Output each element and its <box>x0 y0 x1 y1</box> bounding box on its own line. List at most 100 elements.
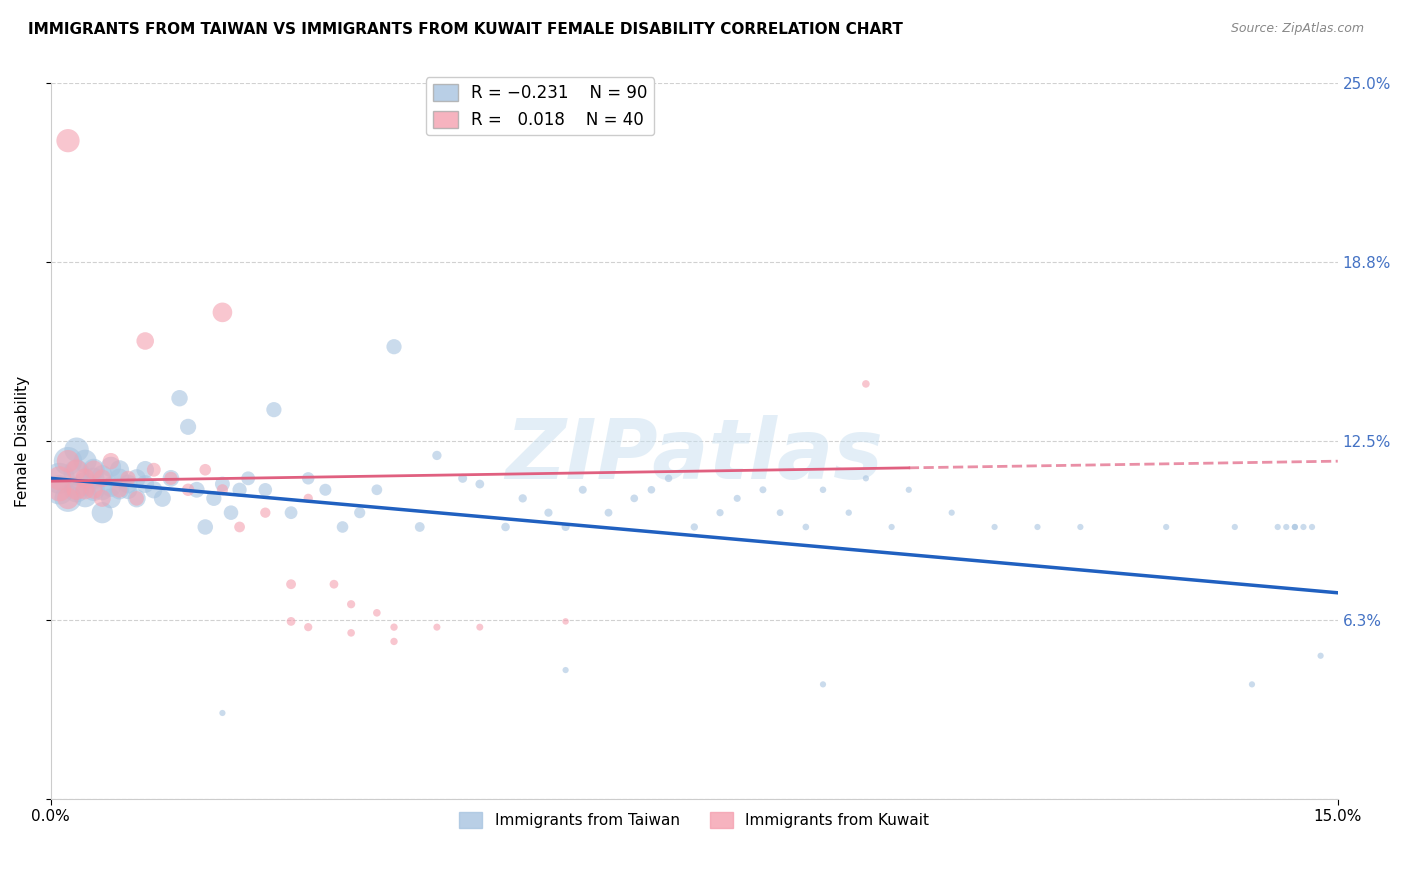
Point <box>100 480 122 494</box>
Point <box>65 483 87 497</box>
Point <box>56 491 79 506</box>
Point <box>150 491 173 506</box>
Point <box>65 442 87 457</box>
Point <box>468 620 491 634</box>
Point <box>382 634 405 648</box>
Point <box>75 454 97 468</box>
Text: Source: ZipAtlas.com: Source: ZipAtlas.com <box>1230 22 1364 36</box>
Point <box>623 491 645 506</box>
Point <box>297 491 319 506</box>
Legend: Immigrants from Taiwan, Immigrants from Kuwait: Immigrants from Taiwan, Immigrants from … <box>453 805 935 834</box>
Point <box>340 625 363 640</box>
Point <box>91 483 114 497</box>
Point <box>382 340 405 354</box>
Point <box>297 620 319 634</box>
Point <box>658 471 681 485</box>
Point <box>134 334 156 348</box>
Point <box>769 506 792 520</box>
Point <box>332 520 354 534</box>
Point <box>91 468 114 483</box>
Point <box>983 520 1005 534</box>
Point <box>537 506 560 520</box>
Point <box>177 420 200 434</box>
Point <box>512 491 534 506</box>
Point <box>228 520 250 534</box>
Point <box>169 391 191 405</box>
Point <box>1309 648 1331 663</box>
Point <box>56 491 79 506</box>
Point <box>83 463 105 477</box>
Point <box>108 483 131 497</box>
Point <box>100 491 122 506</box>
Point <box>142 483 165 497</box>
Point <box>280 615 302 629</box>
Point <box>65 483 87 497</box>
Point <box>48 483 70 497</box>
Point <box>1223 520 1246 534</box>
Point <box>56 454 79 468</box>
Point <box>100 459 122 474</box>
Point <box>83 483 105 497</box>
Point <box>794 520 817 534</box>
Point <box>228 483 250 497</box>
Point <box>382 620 405 634</box>
Point <box>56 134 79 148</box>
Point <box>349 506 371 520</box>
Point <box>468 477 491 491</box>
Point <box>160 471 183 485</box>
Point <box>838 506 860 520</box>
Point <box>640 483 662 497</box>
Point <box>554 615 576 629</box>
Point <box>142 463 165 477</box>
Point <box>117 471 139 485</box>
Point <box>194 520 217 534</box>
Point <box>48 471 70 485</box>
Point <box>880 520 903 534</box>
Point <box>897 483 920 497</box>
Point <box>554 663 576 677</box>
Text: ZIPatlas: ZIPatlas <box>505 415 883 496</box>
Point <box>83 483 105 497</box>
Point <box>186 483 208 497</box>
Point <box>297 471 319 485</box>
Point <box>48 483 70 497</box>
Point <box>571 483 593 497</box>
Point <box>1240 677 1263 691</box>
Point <box>211 477 233 491</box>
Point <box>108 463 131 477</box>
Point <box>117 477 139 491</box>
Point <box>340 597 363 611</box>
Point <box>100 454 122 468</box>
Point <box>1275 520 1298 534</box>
Point <box>65 463 87 477</box>
Point <box>1069 520 1091 534</box>
Point <box>202 491 225 506</box>
Point <box>1284 520 1306 534</box>
Point <box>75 483 97 497</box>
Point <box>91 471 114 485</box>
Point <box>709 506 731 520</box>
Point <box>75 471 97 485</box>
Point <box>134 463 156 477</box>
Point <box>855 471 877 485</box>
Point <box>1026 520 1049 534</box>
Point <box>117 483 139 497</box>
Point <box>554 520 576 534</box>
Point <box>426 620 449 634</box>
Point <box>1267 520 1289 534</box>
Text: IMMIGRANTS FROM TAIWAN VS IMMIGRANTS FROM KUWAIT FEMALE DISABILITY CORRELATION C: IMMIGRANTS FROM TAIWAN VS IMMIGRANTS FRO… <box>28 22 903 37</box>
Point <box>211 706 233 720</box>
Point <box>752 483 775 497</box>
Point <box>211 483 233 497</box>
Point <box>194 463 217 477</box>
Point <box>598 506 620 520</box>
Point <box>280 506 302 520</box>
Point <box>725 491 748 506</box>
Point <box>125 491 148 506</box>
Point <box>219 506 242 520</box>
Point <box>56 454 79 468</box>
Point <box>177 483 200 497</box>
Point <box>280 577 302 591</box>
Point <box>48 471 70 485</box>
Point <box>238 471 260 485</box>
